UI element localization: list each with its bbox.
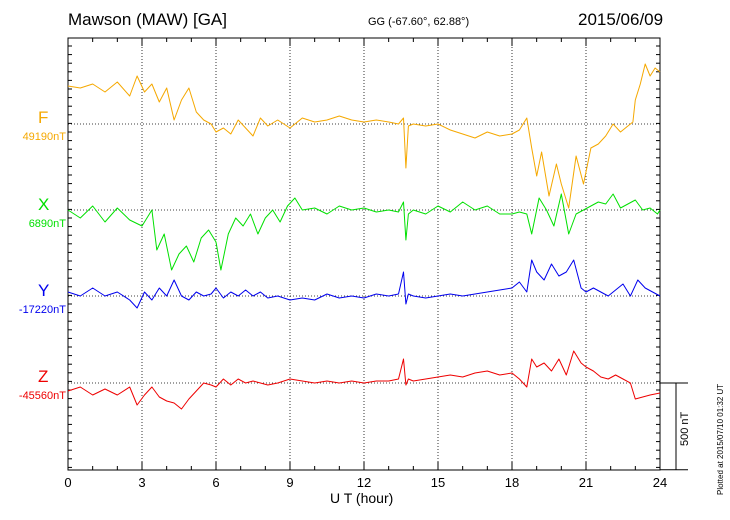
series-line-z: [67, 350, 661, 410]
series-baseline-f: 49190nT: [22, 131, 66, 143]
series-baseline-z: -45560nT: [18, 390, 66, 402]
series-baseline-y: -17220nT: [18, 304, 66, 316]
x-tick-label: 6: [212, 475, 219, 490]
x-tick-label: 18: [505, 475, 519, 490]
x-tick-label: 3: [138, 475, 145, 490]
series-name-y: Y: [38, 281, 50, 300]
series-baseline-x: 6890nT: [28, 218, 66, 230]
x-tick-label: 12: [357, 475, 371, 490]
geographic-coordinates: GG (-67.60°, 62.88°): [368, 16, 470, 28]
plot-date: 2015/06/09: [578, 10, 664, 29]
series-name-x: X: [38, 195, 50, 214]
series-line-y: [67, 259, 661, 309]
x-tick-label: 21: [579, 475, 593, 490]
series-line-x: [67, 193, 661, 271]
series-name-z: Z: [38, 367, 49, 386]
x-tick-label: 24: [653, 475, 667, 490]
series-name-f: F: [38, 108, 49, 127]
station-title: Mawson (MAW) [GA]: [68, 10, 227, 29]
x-axis-title: U T (hour): [330, 490, 394, 506]
x-tick-label: 15: [431, 475, 445, 490]
series-line-f: [67, 63, 661, 209]
x-tick-label: 9: [286, 475, 293, 490]
x-tick-label: 0: [64, 475, 71, 490]
